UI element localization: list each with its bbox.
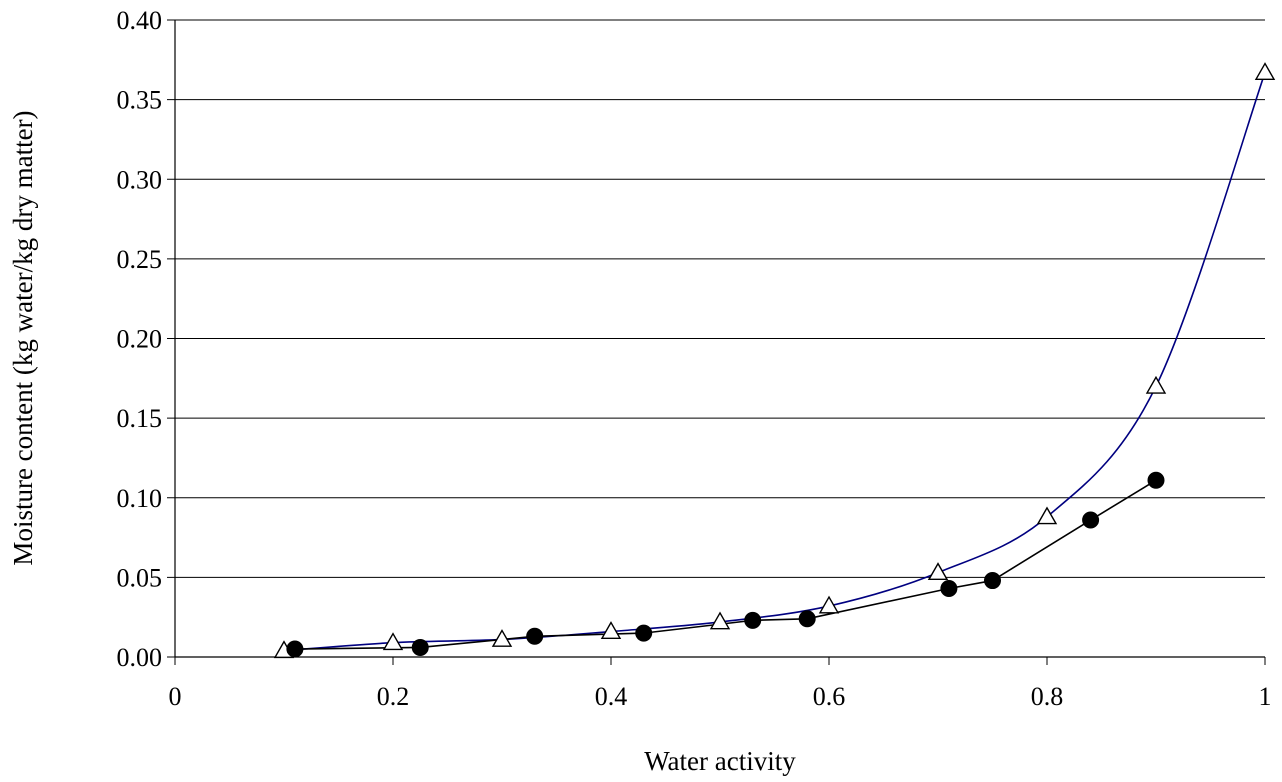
series-2-point — [635, 624, 653, 642]
series-2-point — [286, 640, 304, 658]
series-2-point — [1082, 511, 1100, 529]
x-tick-label: 0.2 — [377, 682, 410, 711]
y-tick-label: 0.40 — [117, 6, 163, 35]
x-tick-labels: 0 0.2 0.4 0.6 0.8 1 — [169, 682, 1272, 711]
y-tick-label: 0.25 — [117, 245, 163, 274]
x-tick-label: 0.4 — [595, 682, 628, 711]
series-1-point — [927, 562, 949, 581]
series-1-point — [600, 621, 622, 639]
series-1-point — [1036, 506, 1058, 525]
y-tick-label: 0.15 — [117, 404, 163, 433]
series-markers — [273, 62, 1276, 659]
series-1-point — [818, 595, 840, 614]
axes — [167, 19, 1266, 665]
grid-lines — [175, 19, 1265, 578]
x-tick-label: 1 — [1259, 682, 1272, 711]
y-tick-label: 0.35 — [117, 86, 163, 115]
series-2-point — [984, 572, 1001, 590]
series-2-point — [744, 611, 762, 629]
series-1-point — [1254, 62, 1276, 81]
y-tick-label: 0.00 — [117, 643, 163, 672]
series-1-point — [709, 611, 731, 630]
series-1-point — [382, 632, 404, 651]
series-2-point — [798, 610, 816, 628]
x-axis-title: Water activity — [644, 746, 796, 776]
y-tick-label: 0.20 — [117, 325, 163, 354]
series-1-point — [1145, 375, 1167, 394]
x-tick-label: 0.8 — [1031, 682, 1064, 711]
y-axis-title: Moisture content (kg water/kg dry matter… — [8, 110, 38, 565]
series-2-point — [940, 580, 958, 598]
y-tick-label: 0.05 — [117, 563, 163, 592]
series-1-point — [491, 629, 513, 647]
series-2-point — [1147, 471, 1165, 489]
y-tick-labels: 0.00 0.05 0.10 0.15 0.20 0.25 0.30 0.35 0.40 — [117, 6, 163, 672]
series-2-point — [411, 638, 429, 656]
y-tick-label: 0.10 — [117, 484, 163, 513]
x-tick-label: 0 — [169, 682, 182, 711]
series-lines — [283, 72, 1266, 652]
series-2-line — [294, 479, 1157, 650]
series-2-point — [526, 627, 544, 645]
x-tick-label: 0.6 — [813, 682, 846, 711]
series-1-line — [283, 72, 1266, 652]
y-tick-label: 0.30 — [117, 165, 163, 194]
